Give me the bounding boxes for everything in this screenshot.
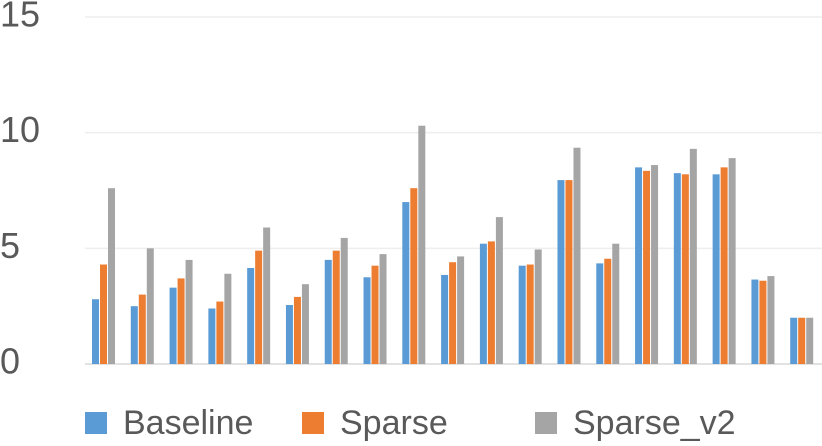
bar bbox=[604, 258, 612, 364]
bar bbox=[565, 180, 573, 364]
bar bbox=[495, 217, 503, 364]
bar bbox=[332, 250, 340, 364]
bar bbox=[751, 279, 759, 364]
bar bbox=[689, 148, 697, 364]
bar bbox=[216, 301, 224, 364]
bar bbox=[285, 305, 293, 364]
bar bbox=[263, 227, 271, 364]
bar bbox=[767, 276, 775, 364]
bar bbox=[177, 278, 185, 364]
bar bbox=[340, 237, 348, 364]
bar bbox=[92, 299, 99, 364]
bar bbox=[457, 256, 465, 364]
bar bbox=[449, 262, 457, 364]
bar bbox=[410, 188, 418, 364]
legend-label: Sparse bbox=[340, 404, 448, 442]
bar bbox=[402, 202, 410, 364]
bar bbox=[573, 147, 581, 364]
bar bbox=[518, 265, 526, 364]
bar bbox=[324, 259, 332, 364]
y-tick-label: 5 bbox=[0, 225, 20, 266]
y-tick-label: 0 bbox=[0, 341, 20, 382]
legend-swatch bbox=[535, 412, 557, 434]
bar bbox=[651, 165, 659, 364]
bar bbox=[720, 167, 728, 364]
bar bbox=[526, 264, 534, 364]
legend-label: Baseline bbox=[123, 404, 253, 442]
y-tick-label: 10 bbox=[0, 109, 40, 150]
bar bbox=[479, 243, 487, 364]
bar bbox=[293, 296, 301, 364]
bar bbox=[806, 317, 814, 364]
bar bbox=[185, 259, 193, 364]
bar bbox=[798, 317, 806, 364]
bar bbox=[728, 158, 736, 364]
bar bbox=[596, 263, 604, 364]
bar bbox=[100, 264, 107, 364]
bar bbox=[371, 265, 379, 364]
bar bbox=[208, 308, 216, 364]
bar bbox=[169, 287, 177, 364]
legend-label: Sparse_v2 bbox=[573, 404, 736, 442]
bar bbox=[247, 267, 255, 364]
bar bbox=[255, 250, 263, 364]
bar bbox=[557, 180, 565, 364]
bar bbox=[363, 277, 371, 364]
bar bbox=[790, 317, 798, 364]
bar bbox=[146, 248, 154, 364]
bar bbox=[681, 174, 689, 364]
legend-swatch bbox=[302, 412, 324, 434]
bar bbox=[643, 170, 651, 364]
bar bbox=[379, 254, 387, 364]
bar bbox=[612, 243, 620, 364]
bar bbox=[673, 173, 681, 364]
bar bbox=[108, 188, 115, 364]
bar bbox=[712, 174, 720, 364]
bar bbox=[138, 294, 146, 364]
y-tick-label: 15 bbox=[0, 0, 40, 35]
bar bbox=[130, 306, 138, 364]
bar bbox=[759, 280, 767, 364]
bar bbox=[441, 274, 449, 364]
bar bbox=[418, 125, 426, 364]
bar bbox=[534, 249, 542, 364]
legend-swatch bbox=[85, 412, 107, 434]
bar bbox=[635, 167, 643, 364]
bar bbox=[224, 273, 232, 364]
bar bbox=[301, 284, 309, 364]
bar bbox=[487, 241, 495, 364]
